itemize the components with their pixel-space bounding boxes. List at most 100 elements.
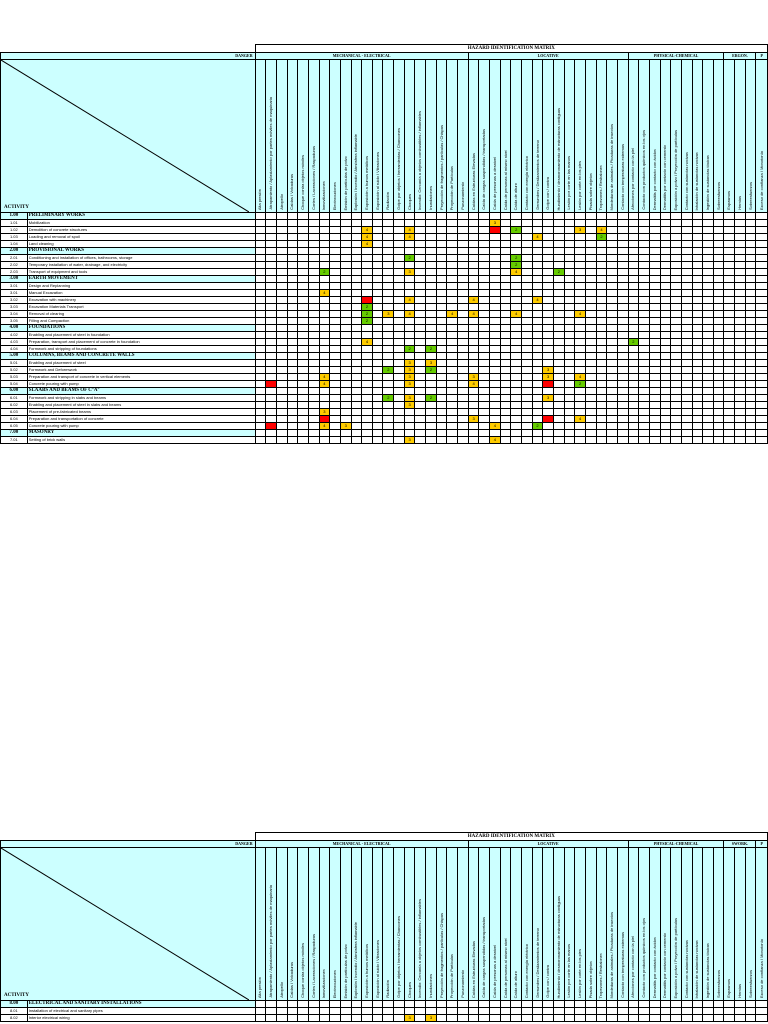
risk-cell	[680, 373, 693, 381]
risk-cell	[339, 212, 352, 220]
risk-cell	[648, 282, 661, 290]
hazard-column-header: Proyección de Partículas	[446, 59, 459, 213]
risk-cell	[318, 275, 331, 283]
risk-cell	[542, 303, 554, 311]
risk-cell	[371, 303, 384, 311]
activity-code: 4.04	[0, 345, 28, 353]
risk-cell	[670, 247, 682, 255]
hazard-column-header: Caídas en Estructuras Elevadas	[467, 847, 480, 1001]
activity-code: 8.01	[0, 1007, 28, 1015]
risk-cell	[659, 1014, 672, 1022]
risk-cell	[691, 1007, 704, 1015]
risk-cell	[542, 401, 554, 409]
risk-cell	[457, 268, 469, 276]
risk-cell	[521, 373, 533, 381]
risk-cell	[616, 275, 629, 283]
risk-cell	[606, 373, 618, 381]
risk-cell	[521, 240, 533, 248]
risk-cell	[659, 387, 672, 395]
risk-cell	[307, 345, 320, 353]
risk-cell	[574, 387, 586, 395]
risk-cell	[616, 429, 629, 437]
risk-cell	[457, 408, 469, 416]
risk-cell	[691, 282, 704, 290]
hazard-column-header: Ingestión de sustancias tóxicas	[702, 847, 714, 1001]
risk-cell	[510, 352, 522, 360]
risk-cell	[702, 303, 714, 311]
risk-cell	[265, 261, 277, 269]
risk-cell: 4	[403, 233, 416, 241]
risk-cell	[265, 268, 277, 276]
risk-cell	[595, 345, 608, 353]
risk-cell	[275, 401, 288, 409]
risk-cell	[425, 324, 437, 332]
hazard-column-header: Espasmos	[723, 59, 736, 213]
risk-cell	[286, 317, 299, 325]
risk-cell	[265, 345, 277, 353]
risk-cell	[457, 415, 469, 423]
risk-cell	[339, 380, 352, 388]
risk-cell	[648, 415, 661, 423]
risk-cell	[542, 1014, 554, 1022]
activity-name: PROVISIONAL WORKS	[26, 247, 256, 255]
risk-cell	[712, 1000, 725, 1008]
risk-cell	[339, 261, 352, 269]
risk-cell	[361, 331, 373, 339]
risk-cell	[744, 261, 757, 269]
risk-cell	[723, 331, 736, 339]
hazard-column-header: Contacto con energía eléctrica	[521, 847, 533, 1001]
risk-cell	[286, 212, 299, 220]
risk-cell	[712, 310, 725, 318]
risk-cell	[446, 275, 459, 283]
risk-cell	[286, 226, 299, 234]
risk-cell	[425, 436, 437, 444]
hazard-group-header: PHYSICAL-CHEMICAL	[627, 52, 725, 60]
risk-cell	[339, 331, 352, 339]
activity-code: 4.00	[0, 324, 28, 332]
risk-cell	[702, 380, 714, 388]
risk-cell	[489, 401, 501, 409]
risk-cell	[659, 429, 672, 437]
risk-cell	[542, 219, 554, 227]
risk-cell	[659, 401, 672, 409]
risk-cell	[723, 233, 736, 241]
risk-cell	[425, 219, 437, 227]
risk-cell	[318, 1007, 331, 1015]
risk-cell	[691, 401, 704, 409]
risk-cell	[435, 331, 448, 339]
risk-cell	[606, 415, 618, 423]
risk-cell	[297, 240, 309, 248]
hazard-column-header: Incendio: Cercanía a objetos combustible…	[414, 847, 427, 1001]
risk-cell	[723, 317, 736, 325]
risk-cell: 4	[361, 226, 373, 234]
risk-cell	[574, 303, 586, 311]
risk-cell	[467, 352, 480, 360]
risk-cell	[702, 338, 714, 346]
risk-cell	[553, 1014, 565, 1022]
risk-cell: 4	[446, 310, 459, 318]
risk-cell	[489, 247, 501, 255]
risk-cell	[382, 219, 395, 227]
risk-cell: 4	[403, 226, 416, 234]
risk-cell	[286, 338, 299, 346]
risk-cell	[361, 247, 373, 255]
activity-name: Enabling and placement of steel in found…	[26, 331, 256, 339]
risk-cell	[670, 1014, 682, 1022]
risk-cell	[510, 240, 522, 248]
risk-cell	[446, 387, 459, 395]
risk-cell	[691, 394, 704, 402]
risk-cell	[712, 331, 725, 339]
risk-cell	[393, 1007, 405, 1015]
activity-label: ACTIVITY	[4, 205, 30, 210]
risk-cell	[382, 408, 395, 416]
activity-row: 3.04 Removal of clearing 2 3 4 4 4 4 4	[0, 310, 768, 318]
risk-cell	[563, 219, 576, 227]
risk-cell	[339, 303, 352, 311]
activity-code: 8.00	[0, 1000, 28, 1008]
risk-cell	[595, 247, 608, 255]
risk-cell	[350, 1014, 363, 1022]
risk-cell	[531, 373, 544, 381]
risk-cell	[595, 373, 608, 381]
matrix-title: HAZARD IDENTIFICATION MATRIX	[254, 832, 768, 841]
risk-cell	[595, 275, 608, 283]
